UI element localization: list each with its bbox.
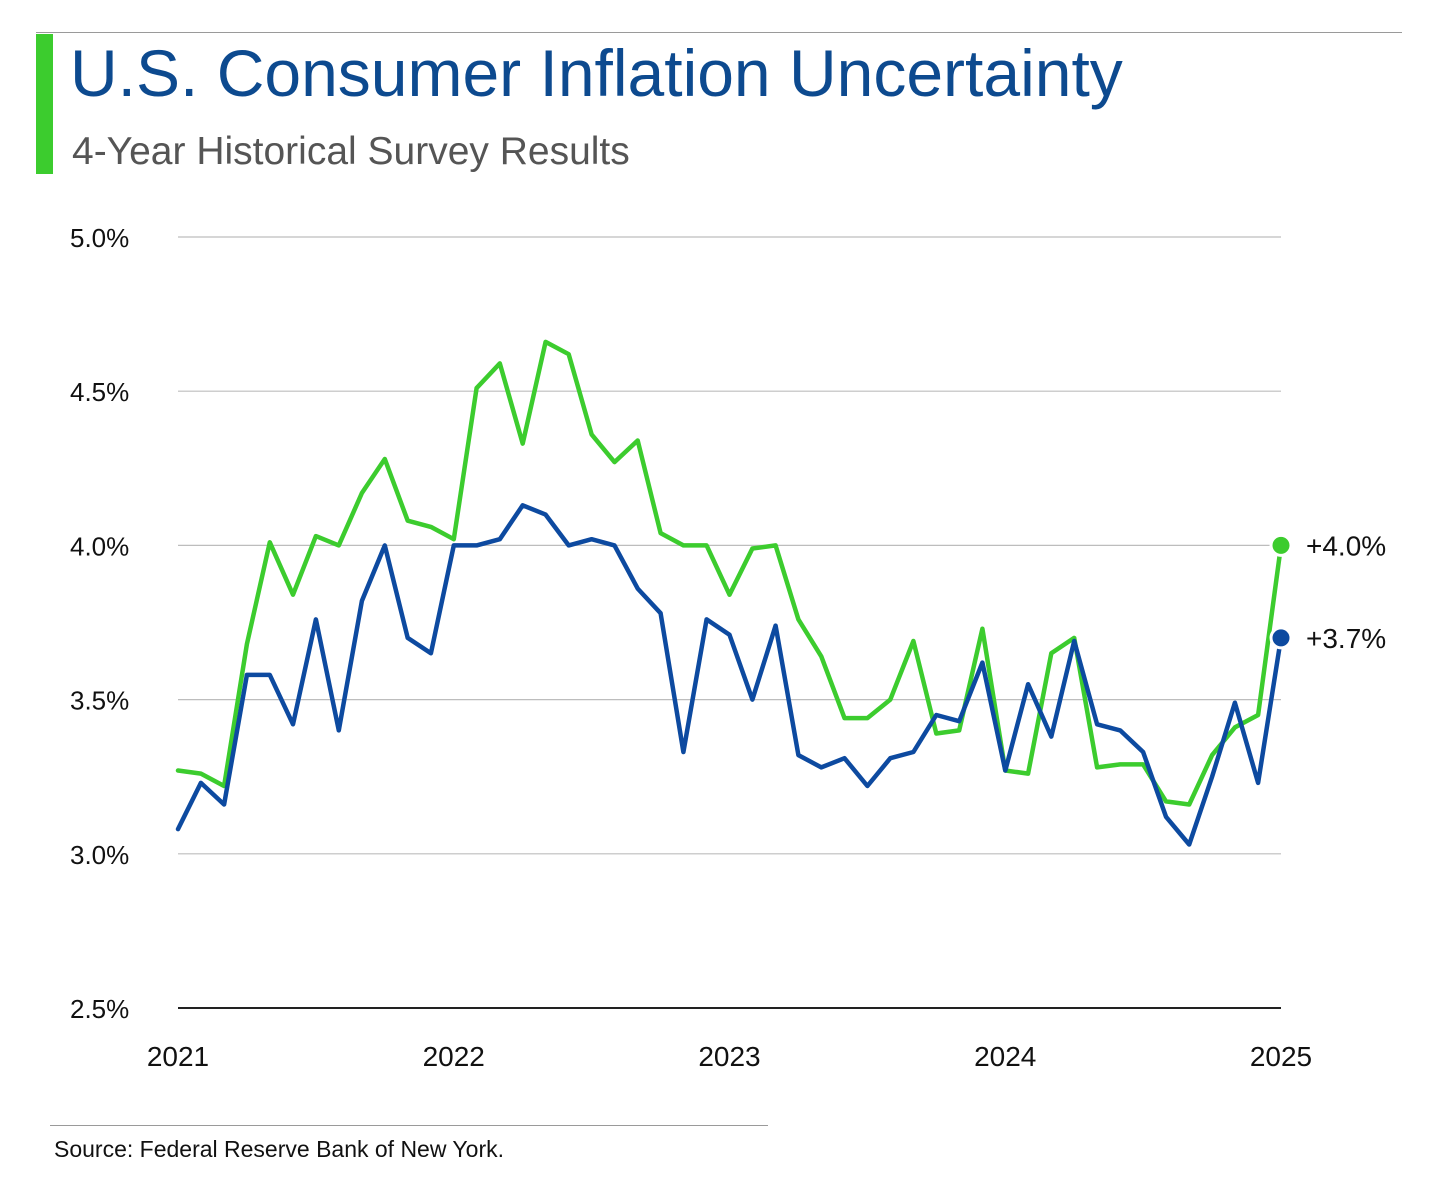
y-tick-label: 2.5% (70, 994, 129, 1024)
end-value-label: +4.0% (1306, 530, 1386, 561)
top-rule (36, 32, 1402, 33)
series-line-blue (175, 503, 1284, 847)
source-note: Source: Federal Reserve Bank of New York… (54, 1136, 505, 1162)
x-tick-label: 2023 (698, 1041, 760, 1072)
title-accent-bar (36, 34, 53, 174)
x-tick-label: 2024 (974, 1041, 1036, 1072)
y-tick-label: 4.0% (70, 531, 129, 561)
x-tick-label: 2022 (423, 1041, 485, 1072)
x-tick-label: 2025 (1250, 1041, 1312, 1072)
series-line-green (175, 339, 1284, 807)
x-tick-label: 2021 (147, 1041, 209, 1072)
chart-subtitle: 4-Year Historical Survey Results (72, 130, 630, 173)
y-tick-label: 4.5% (70, 377, 129, 407)
source-rule (50, 1125, 768, 1126)
y-tick-label: 3.5% (70, 686, 129, 716)
y-tick-label: 3.0% (70, 840, 129, 870)
end-point-blue (1269, 626, 1293, 650)
y-tick-label: 5.0% (70, 223, 129, 253)
chart-title: U.S. Consumer Inflation Uncertainty (70, 36, 1123, 110)
end-point-green (1269, 533, 1293, 557)
end-value-label: +3.7% (1306, 623, 1386, 654)
